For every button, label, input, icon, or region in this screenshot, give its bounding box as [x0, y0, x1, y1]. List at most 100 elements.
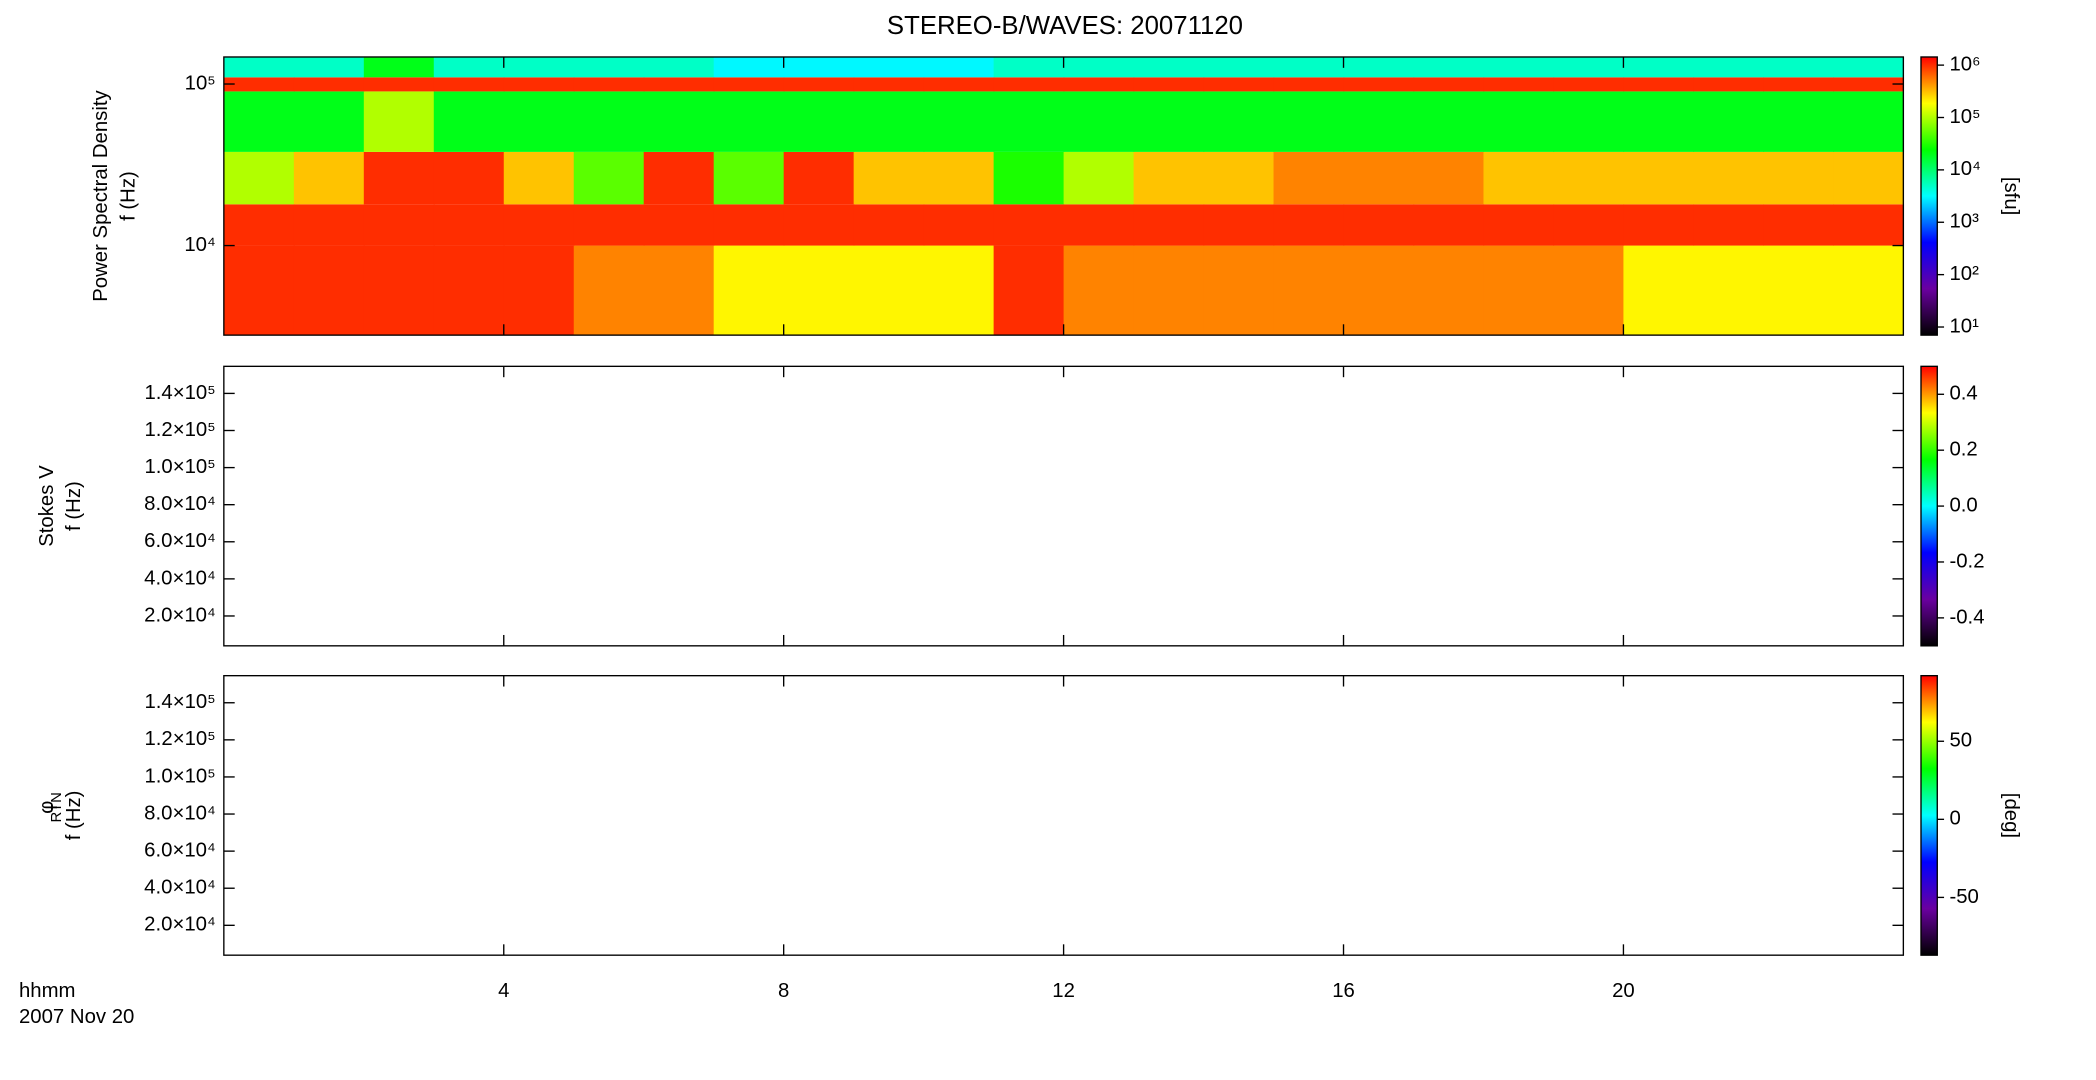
heatmap-cell	[1693, 91, 1765, 152]
heatmap-cell	[1553, 56, 1625, 78]
colorbar-tick-label: 10⁴	[1949, 158, 1980, 180]
heatmap-cell	[293, 56, 365, 78]
heatmap-cell	[223, 56, 295, 78]
heatmap-cell	[1273, 91, 1345, 152]
heatmap-cell	[1273, 77, 1345, 92]
heatmap-cell	[573, 56, 645, 78]
heatmap-cell	[433, 151, 505, 205]
heatmap-cell	[1413, 151, 1485, 205]
heatmap-cell	[993, 151, 1065, 205]
chart-title: STEREO-B/WAVES: 20071120	[887, 12, 1243, 40]
heatmap-cell	[713, 245, 785, 336]
heatmap-cell	[1693, 56, 1765, 78]
colorbar-label: [sfu]	[2000, 177, 2022, 215]
y-tick-label: 1.4×10⁵	[144, 382, 215, 404]
heatmap-cell	[363, 77, 435, 92]
x-tick-label: 8	[778, 980, 789, 1002]
heatmap-cell	[293, 204, 365, 246]
heatmap-cell	[713, 56, 785, 78]
y-tick-label: 1.2×10⁵	[144, 419, 215, 441]
y-axis-label: φ	[36, 801, 58, 814]
heatmap-cell	[923, 56, 995, 78]
heatmap-cell	[713, 77, 785, 92]
heatmap-cell	[1623, 91, 1695, 152]
heatmap-cell	[1483, 245, 1555, 336]
heatmap-cell	[573, 77, 645, 92]
y-axis-label: f (Hz)	[63, 481, 85, 531]
heatmap-cell	[573, 151, 645, 205]
heatmap-cell	[713, 151, 785, 205]
y-tick-label: 1.4×10⁵	[144, 691, 215, 713]
heatmap-cell	[783, 77, 855, 92]
heatmap-cell	[1063, 245, 1135, 336]
y-axis-label: Power Spectral Density	[90, 90, 112, 302]
y-axis-label: Stokes V	[36, 465, 58, 547]
heatmap-cell	[1063, 204, 1135, 246]
heatmap-cell	[573, 245, 645, 336]
heatmap-cell	[1203, 151, 1275, 205]
heatmap-cell	[1133, 56, 1205, 78]
colorbar-tick-label: 10²	[1949, 263, 1979, 285]
heatmap-cell	[643, 56, 715, 78]
colorbar	[1920, 675, 1938, 956]
colorbar	[1920, 56, 1938, 336]
heatmap-cell	[223, 151, 295, 205]
colorbar-tick-label: 10³	[1949, 211, 1979, 233]
heatmap-cell	[713, 91, 785, 152]
heatmap-cell	[1763, 91, 1835, 152]
heatmap-cell	[363, 151, 435, 205]
heatmap-cell	[1203, 77, 1275, 92]
date-label: 2007 Nov 20	[19, 1006, 134, 1028]
heatmap-cell	[853, 91, 925, 152]
heatmap-cell	[783, 56, 855, 78]
heatmap-cell	[433, 245, 505, 336]
heatmap-cell	[1063, 56, 1135, 78]
heatmap-cell	[783, 245, 855, 336]
heatmap-cell	[643, 91, 715, 152]
y-tick-label: 1.2×10⁵	[144, 728, 215, 750]
heatmap-cell	[1343, 245, 1415, 336]
colorbar	[1920, 365, 1938, 647]
heatmap-cell	[1553, 151, 1625, 205]
heatmap-cell	[1763, 245, 1835, 336]
heatmap-cell	[923, 204, 995, 246]
heatmap-cell	[1483, 91, 1555, 152]
heatmap-cell	[1413, 91, 1485, 152]
heatmap-cell	[853, 204, 925, 246]
plot-frame	[223, 675, 1905, 956]
heatmap-cell	[853, 151, 925, 205]
colorbar-tick-label: 50	[1949, 730, 1972, 752]
heatmap-cell	[643, 204, 715, 246]
heatmap-cell	[1483, 77, 1555, 92]
heatmap-cell	[1693, 204, 1765, 246]
heatmap-cell	[1553, 245, 1625, 336]
y-tick-label: 4.0×10⁴	[144, 567, 216, 589]
heatmap-cell	[293, 151, 365, 205]
y-axis-label: f (Hz)	[117, 171, 139, 221]
heatmap-cell	[503, 204, 575, 246]
heatmap-cell	[1693, 151, 1765, 205]
heatmap-cell	[573, 204, 645, 246]
heatmap-cell	[1133, 245, 1205, 336]
heatmap-cell	[1413, 77, 1485, 92]
heatmap-cell	[293, 245, 365, 336]
heatmap-cell	[1833, 151, 1905, 205]
heatmap-cell	[363, 204, 435, 246]
heatmap-cell	[433, 204, 505, 246]
colorbar-tick-label: 10¹	[1949, 315, 1979, 337]
colorbar-tick-label: 0.4	[1949, 383, 1977, 405]
colorbar-tick-label: 0	[1949, 808, 1960, 830]
colorbar-tick-label: -50	[1949, 886, 1978, 908]
heatmap-cell	[783, 204, 855, 246]
heatmap-cell	[1833, 91, 1905, 152]
heatmap-cell	[433, 91, 505, 152]
heatmap-cell	[1273, 245, 1345, 336]
x-tick-label: 4	[498, 980, 509, 1002]
heatmap-cell	[1833, 204, 1905, 246]
heatmap-cell	[1133, 204, 1205, 246]
heatmap-cell	[1763, 151, 1835, 205]
heatmap-cell	[853, 245, 925, 336]
heatmap-cell	[1623, 245, 1695, 336]
heatmap-cell	[1203, 56, 1275, 78]
